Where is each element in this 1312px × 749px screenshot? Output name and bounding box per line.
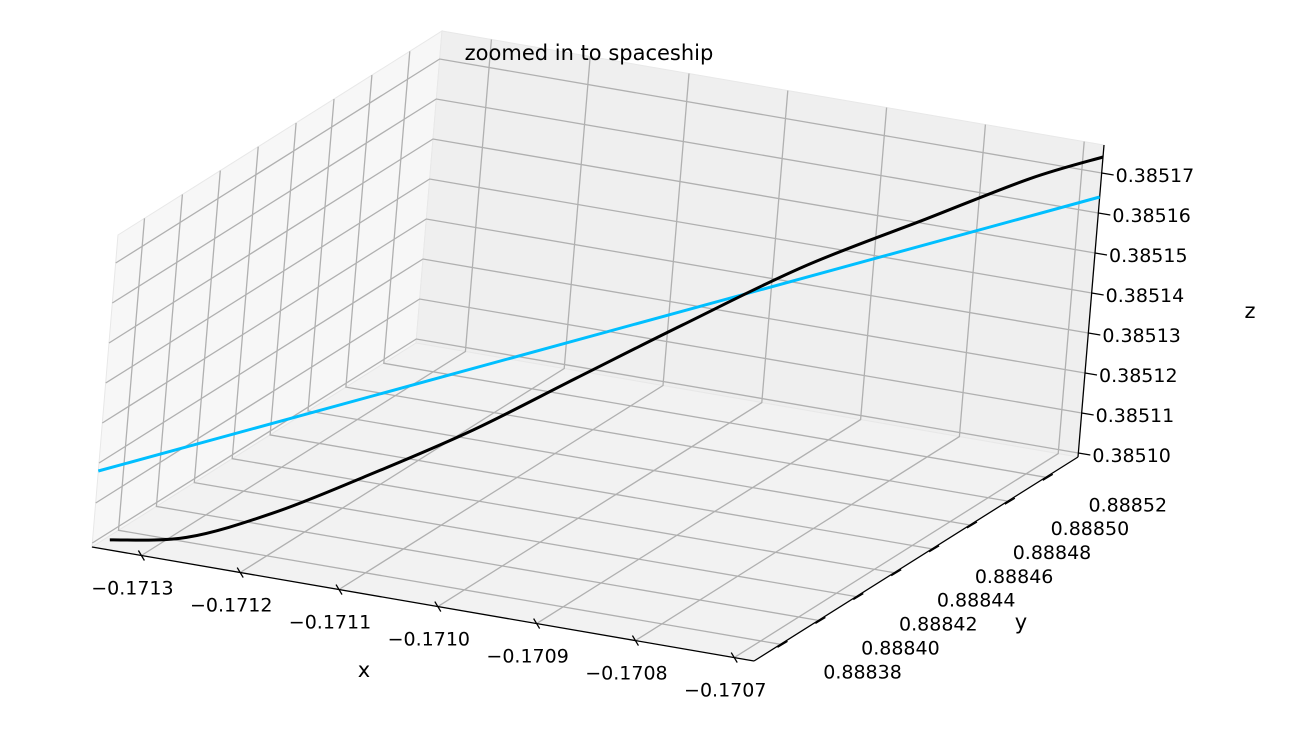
axes-panes — [90, 30, 1105, 662]
z-gridline — [115, 58, 1102, 264]
x-axis-line — [91, 546, 755, 662]
x-axis-label: x — [358, 658, 370, 682]
x-gridline — [733, 141, 1085, 659]
x-gridline — [635, 124, 987, 642]
y-tick-label: 0.88850 — [1051, 518, 1130, 540]
tick-labels: −0.1713 −0.1712 −0.1711 −0.1710 −0.1709 −0.17… — [91, 165, 1194, 702]
y-tick — [815, 616, 826, 624]
y-tick — [1004, 497, 1016, 505]
y-tick-label: 0.88852 — [1089, 494, 1168, 516]
y-axis-label: y — [1015, 610, 1027, 634]
x-tick-label: −0.1712 — [190, 595, 272, 617]
x-tick — [631, 635, 639, 646]
y-tick-label: 0.88848 — [1013, 542, 1092, 564]
z-tick — [1098, 212, 1111, 216]
x-tick — [335, 584, 343, 595]
grid-lines — [91, 39, 1102, 659]
z-gridline — [101, 218, 1089, 424]
x-tick — [236, 567, 244, 578]
y-tick — [928, 545, 940, 553]
x-tick — [434, 601, 442, 612]
y-tick — [777, 640, 788, 648]
z-tick-label: 0.38510 — [1092, 445, 1171, 467]
x-tick — [533, 618, 541, 629]
z-tick-label: 0.38516 — [1112, 205, 1191, 227]
y-gridline — [117, 218, 781, 645]
y-tick-label: 0.88838 — [823, 661, 902, 683]
x-gridline — [536, 107, 888, 625]
chart-title: zoomed in to spaceship — [465, 41, 714, 65]
z-gridline — [95, 298, 1082, 504]
z-tick — [1081, 412, 1094, 416]
z-tick — [1078, 452, 1091, 456]
series-group — [97, 155, 1104, 542]
y-gridline — [345, 75, 1009, 502]
y-axis-line — [753, 456, 1079, 662]
y-gridline — [155, 194, 819, 622]
y-tick-label: 0.88840 — [861, 637, 940, 659]
z-gridline — [98, 258, 1086, 464]
y-tick-label: 0.88842 — [899, 614, 978, 636]
x-tick-label: −0.1710 — [388, 629, 470, 651]
tick-marks — [137, 172, 1114, 663]
y-tick — [966, 521, 978, 529]
x-tick — [730, 652, 738, 663]
x-tick-label: −0.1707 — [684, 680, 766, 702]
z-tick-label: 0.38513 — [1102, 325, 1181, 347]
z-gridline — [105, 178, 1092, 384]
series-line-2 — [109, 155, 1104, 542]
y-tick — [852, 593, 864, 601]
z-tick — [1091, 292, 1104, 296]
x-gridline — [338, 73, 690, 591]
z-tick — [1094, 252, 1108, 256]
y-gridline — [193, 170, 857, 598]
z-tick — [1101, 172, 1114, 176]
y-tick-label: 0.88846 — [975, 566, 1054, 588]
x-gridline — [437, 90, 789, 608]
y-tick-label: 0.88844 — [937, 590, 1016, 612]
x-gridline — [239, 56, 591, 574]
y-tick — [890, 569, 902, 577]
x-tick-label: −0.1709 — [486, 646, 568, 668]
y-gridline — [231, 146, 895, 574]
z-gridline — [91, 338, 1079, 544]
x-tick — [137, 550, 145, 561]
x-tick-label: −0.1713 — [91, 578, 173, 600]
x-gridline — [141, 39, 493, 557]
x-tick-label: −0.1708 — [585, 663, 667, 685]
y-tick — [1042, 473, 1054, 481]
z-gridline — [108, 138, 1096, 344]
z-tick-label: 0.38517 — [1116, 165, 1195, 187]
z-tick-label: 0.38515 — [1109, 245, 1188, 267]
z-tick-label: 0.38514 — [1106, 285, 1185, 307]
z-tick-label: 0.38511 — [1096, 405, 1175, 427]
z-tick — [1084, 372, 1098, 376]
x-tick-label: −0.1711 — [289, 612, 371, 634]
z-gridline — [111, 98, 1099, 304]
z-axis-label: z — [1244, 299, 1255, 323]
y-gridline — [307, 98, 971, 526]
y-gridline — [383, 51, 1046, 478]
series-line-1 — [97, 195, 1101, 473]
z-tick-label: 0.38512 — [1099, 365, 1178, 387]
z-tick — [1088, 332, 1101, 336]
y-gridline — [269, 122, 933, 550]
